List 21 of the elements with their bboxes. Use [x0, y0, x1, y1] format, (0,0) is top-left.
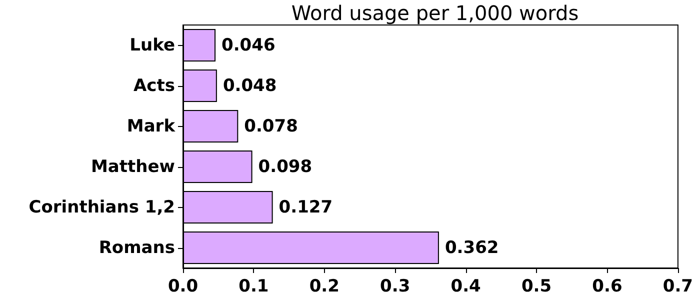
data-label: 0.046: [222, 35, 276, 56]
x-tick-label: 0.5: [521, 276, 552, 296]
x-tick-label: 0.2: [309, 276, 340, 296]
y-tick-label: Romans: [98, 238, 175, 258]
y-tick-label: Luke: [130, 35, 175, 56]
y-tick-label: Matthew: [91, 156, 176, 177]
y-tick-label: Corinthians 1,2: [28, 197, 175, 218]
data-label: 0.127: [278, 197, 333, 218]
x-tick-label: 0.3: [380, 276, 410, 296]
x-tick-label: 0.7: [662, 276, 694, 296]
x-tick-label: 0.4: [450, 276, 482, 296]
data-label: 0.098: [258, 156, 312, 177]
data-label: 0.362: [444, 238, 499, 258]
y-tick-label: Acts: [134, 76, 175, 96]
y-tick-label: Mark: [126, 116, 176, 136]
x-tick-label: 0.6: [592, 276, 622, 296]
data-label: 0.078: [244, 116, 298, 136]
x-tick-label: 0.0: [168, 276, 198, 296]
chart-title: Word usage per 1,000 words: [291, 1, 579, 25]
x-tick-label: 0.1: [238, 276, 269, 296]
data-label: 0.048: [222, 76, 277, 96]
